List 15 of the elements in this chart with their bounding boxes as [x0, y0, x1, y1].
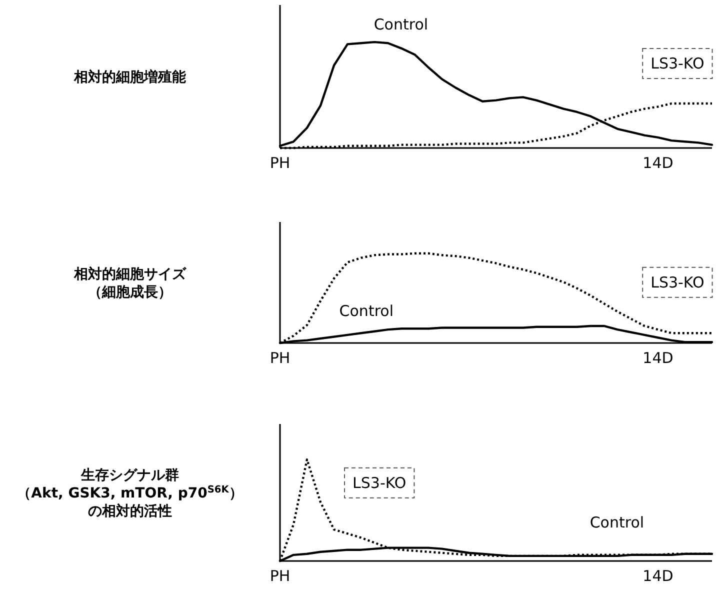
text: LS3-KO [650, 54, 704, 73]
text: LS3-KO [650, 273, 704, 292]
text: 生存シグナル群（Akt, GSK3, mTOR, p70$^{S6K}$）の相対的活性 [17, 468, 243, 520]
series-label: Control [374, 15, 428, 34]
x-tick-label: PH [270, 567, 290, 585]
x-tick-label: 14D [642, 567, 674, 585]
x-tick-label: 14D [642, 349, 674, 367]
text: LS3-KO [352, 474, 406, 492]
x-tick-label: PH [270, 154, 290, 172]
y-axis-title: 相対的細胞サイズ（細胞成長） [73, 266, 187, 300]
x-tick-label: PH [270, 349, 290, 367]
series-label: Control [590, 514, 644, 532]
x-tick-label: 14D [642, 154, 674, 172]
y-axis-title: 相対的細胞増殖能 [73, 68, 187, 86]
series-label: Control [339, 302, 394, 320]
